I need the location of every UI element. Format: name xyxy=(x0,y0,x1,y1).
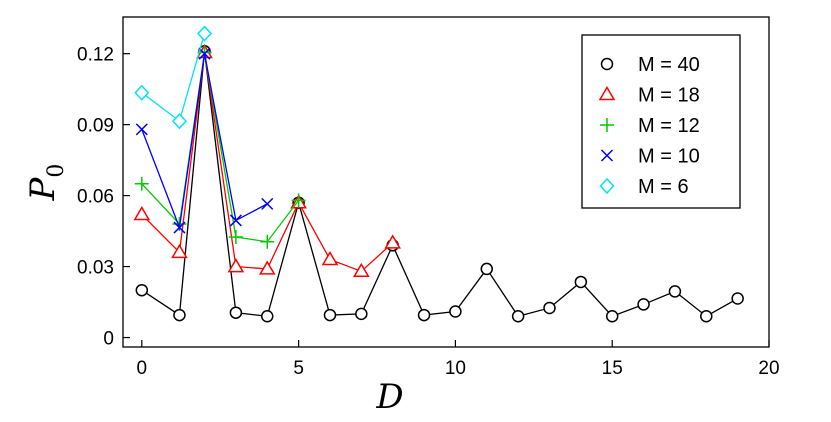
x-axis: 0 5 10 15 20 xyxy=(137,340,780,379)
data-point xyxy=(543,301,556,315)
x-tick-label: 5 xyxy=(293,358,304,379)
y-tick-label: 0.06 xyxy=(77,187,114,208)
y-axis-label: P0 xyxy=(23,164,69,202)
legend-marker xyxy=(600,149,614,162)
data-point xyxy=(731,292,744,305)
data-point xyxy=(258,260,276,275)
data-point xyxy=(261,197,274,210)
x-tick-label: 15 xyxy=(602,358,623,379)
legend-item: M = 6 xyxy=(599,176,689,198)
data-point xyxy=(173,221,186,234)
legend-marker xyxy=(598,86,616,101)
series-line xyxy=(141,53,268,231)
series-layer xyxy=(133,25,744,323)
y-tick-label: 0.09 xyxy=(77,116,114,137)
data-point xyxy=(171,112,187,130)
data-point xyxy=(384,234,401,249)
series-4 xyxy=(135,47,274,234)
data-point xyxy=(355,307,368,321)
data-point xyxy=(574,275,588,289)
data-point xyxy=(134,176,149,191)
data-point xyxy=(637,298,650,311)
data-point xyxy=(133,206,151,221)
data-point xyxy=(173,308,186,322)
data-point xyxy=(135,283,149,297)
y-axis: 0 0.03 0.06 0.09 0.12 xyxy=(77,45,130,350)
data-point xyxy=(480,262,494,276)
series-line xyxy=(141,33,206,123)
legend-label: M = 10 xyxy=(638,146,700,168)
data-point xyxy=(198,47,211,60)
y-axis-label-sub: 0 xyxy=(44,164,69,178)
data-point xyxy=(135,123,148,136)
data-point xyxy=(134,84,150,101)
legend-item: M = 12 xyxy=(600,115,700,137)
x-tick-label: 10 xyxy=(445,358,466,379)
legend-marker xyxy=(600,57,614,71)
data-point xyxy=(323,308,337,322)
series-line xyxy=(141,52,300,243)
legend-item: M = 40 xyxy=(600,54,700,76)
legend-marker xyxy=(599,177,615,195)
legend-label: M = 40 xyxy=(638,54,700,76)
legend-label: M = 12 xyxy=(638,115,700,137)
data-point xyxy=(261,309,274,323)
data-point xyxy=(229,306,243,319)
data-point xyxy=(605,309,619,323)
data-point xyxy=(417,308,431,322)
legend-item: M = 18 xyxy=(598,85,700,107)
data-point xyxy=(228,230,243,244)
legend-label: M = 6 xyxy=(638,176,689,198)
y-axis-label-main: P xyxy=(23,176,63,201)
data-point xyxy=(700,309,713,323)
data-point xyxy=(227,258,245,273)
y-tick-label: 0.03 xyxy=(77,258,114,279)
data-point xyxy=(321,250,339,266)
y-tick-label: 0.12 xyxy=(77,45,114,66)
data-point xyxy=(668,285,682,298)
plot-frame xyxy=(122,16,770,348)
data-point xyxy=(260,234,275,249)
legend-item: M = 10 xyxy=(600,146,700,168)
data-point xyxy=(171,243,188,259)
series-3 xyxy=(134,45,306,249)
data-point xyxy=(197,25,213,42)
svg-text:P0: P0 xyxy=(23,164,69,202)
legend: M = 40 M = 18 M = 12 M = 10 M = 6 xyxy=(581,34,741,209)
x-tick-label: 20 xyxy=(758,358,779,379)
x-axis-label: D xyxy=(375,377,403,417)
legend-marker xyxy=(600,118,614,132)
data-point xyxy=(353,262,370,278)
data-point xyxy=(511,309,525,323)
data-point xyxy=(229,214,242,227)
y-tick-label: 0 xyxy=(103,329,114,350)
x-tick-label: 0 xyxy=(137,358,148,379)
series-5 xyxy=(134,25,213,130)
data-point xyxy=(291,193,306,208)
legend-label: M = 18 xyxy=(638,85,700,107)
data-point xyxy=(449,305,462,318)
